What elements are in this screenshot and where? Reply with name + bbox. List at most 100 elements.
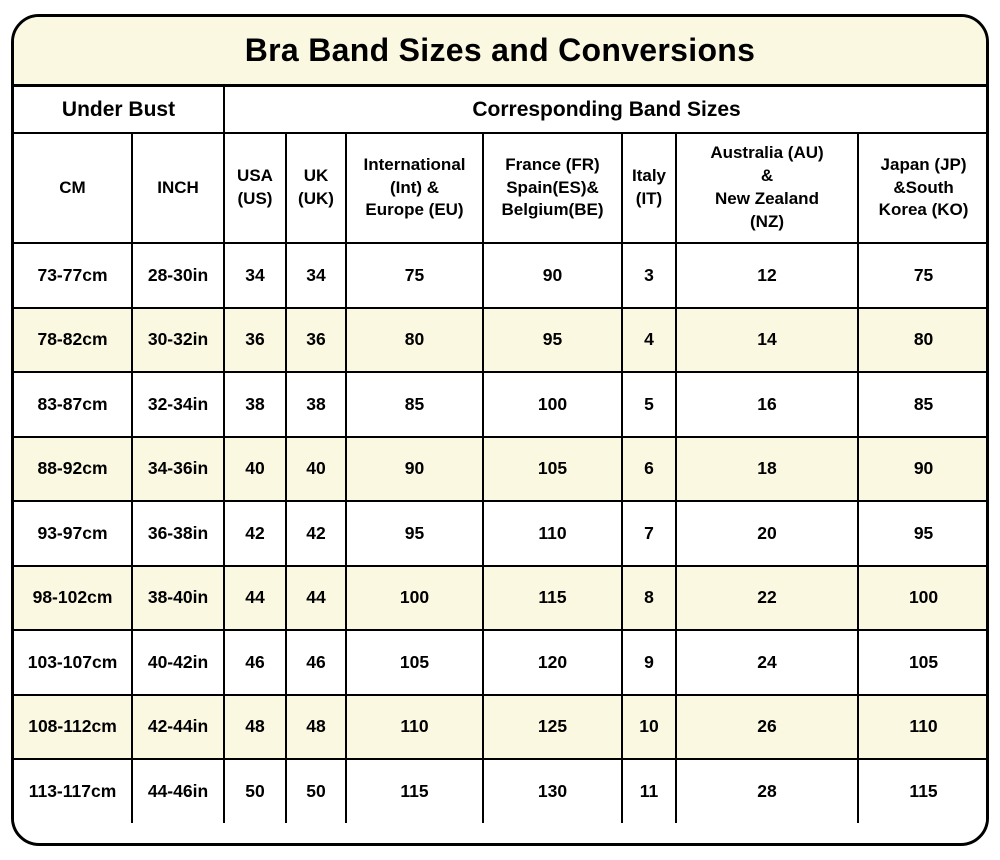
table-cell: 40 [223, 435, 287, 502]
table-cell: 26 [675, 693, 859, 760]
col-header-fr-es-be: France (FR) Spain(ES)& Belgium(BE) [482, 132, 623, 244]
page-title: Bra Band Sizes and Conversions [14, 17, 986, 87]
table-cell: 40-42in [131, 629, 225, 696]
table-cell: 46 [285, 629, 347, 696]
table-cell: 42 [223, 500, 287, 567]
group-header-under-bust: Under Bust [14, 86, 225, 134]
table-cell: 3 [621, 242, 677, 309]
table-cell: 38 [285, 371, 347, 438]
table-cell: 73-77cm [14, 242, 133, 309]
table-cell: 115 [856, 758, 986, 824]
table-cell: 16 [675, 371, 859, 438]
table-cell: 85 [856, 371, 986, 438]
table-cell: 100 [856, 564, 986, 631]
table-cell: 85 [345, 371, 484, 438]
size-table: Under Bust Corresponding Band Sizes CM I… [14, 86, 986, 824]
table-cell: 48 [285, 693, 347, 760]
table-cell: 34 [223, 242, 287, 309]
table-cell: 18 [675, 435, 859, 502]
conversion-table-card: Bra Band Sizes and Conversions Under Bus… [11, 14, 989, 846]
column-header-row: CM INCH USA (US) UK (UK) International (… [14, 132, 986, 244]
table-cell: 100 [482, 371, 623, 438]
table-cell: 95 [482, 306, 623, 373]
table-cell: 80 [856, 306, 986, 373]
table-cell: 50 [223, 758, 287, 824]
table-cell: 38-40in [131, 564, 225, 631]
table-row: 83-87cm 32-34in 38 38 85 100 5 16 85 [14, 371, 986, 438]
col-header-uk: UK (UK) [285, 132, 347, 244]
table-cell: 12 [675, 242, 859, 309]
table-cell: 100 [345, 564, 484, 631]
table-cell: 28 [675, 758, 859, 824]
col-header-jp-ko: Japan (JP) &South Korea (KO) [856, 132, 986, 244]
table-cell: 24 [675, 629, 859, 696]
table-cell: 95 [345, 500, 484, 567]
table-cell: 108-112cm [14, 693, 133, 760]
table-cell: 50 [285, 758, 347, 824]
table-cell: 36 [223, 306, 287, 373]
table-cell: 30-32in [131, 306, 225, 373]
group-header-row: Under Bust Corresponding Band Sizes [14, 86, 986, 134]
table-cell: 110 [345, 693, 484, 760]
table-cell: 93-97cm [14, 500, 133, 567]
table-row: 78-82cm 30-32in 36 36 80 95 4 14 80 [14, 306, 986, 373]
table-cell: 11 [621, 758, 677, 824]
table-cell: 90 [482, 242, 623, 309]
table-row: 88-92cm 34-36in 40 40 90 105 6 18 90 [14, 435, 986, 502]
table-cell: 20 [675, 500, 859, 567]
table-cell: 5 [621, 371, 677, 438]
table-cell: 90 [345, 435, 484, 502]
table-row: 103-107cm 40-42in 46 46 105 120 9 24 105 [14, 629, 986, 696]
table-row: 73-77cm 28-30in 34 34 75 90 3 12 75 [14, 242, 986, 309]
table-cell: 98-102cm [14, 564, 133, 631]
table-cell: 90 [856, 435, 986, 502]
table-cell: 48 [223, 693, 287, 760]
table-cell: 83-87cm [14, 371, 133, 438]
col-header-au-nz: Australia (AU) & New Zealand (NZ) [675, 132, 859, 244]
table-cell: 130 [482, 758, 623, 824]
table-cell: 44 [285, 564, 347, 631]
table-cell: 10 [621, 693, 677, 760]
col-header-eu: International (Int) & Europe (EU) [345, 132, 484, 244]
table-cell: 7 [621, 500, 677, 567]
group-header-band-sizes: Corresponding Band Sizes [222, 86, 986, 134]
table-cell: 88-92cm [14, 435, 133, 502]
table-cell: 34-36in [131, 435, 225, 502]
table-cell: 105 [345, 629, 484, 696]
table-row: 98-102cm 38-40in 44 44 100 115 8 22 100 [14, 564, 986, 631]
table-cell: 78-82cm [14, 306, 133, 373]
table-cell: 44 [223, 564, 287, 631]
table-cell: 32-34in [131, 371, 225, 438]
table-cell: 9 [621, 629, 677, 696]
table-cell: 75 [345, 242, 484, 309]
table-cell: 6 [621, 435, 677, 502]
table-cell: 36-38in [131, 500, 225, 567]
col-header-usa: USA (US) [223, 132, 287, 244]
table-cell: 38 [223, 371, 287, 438]
table-cell: 110 [482, 500, 623, 567]
table-cell: 46 [223, 629, 287, 696]
col-header-it: Italy (IT) [621, 132, 677, 244]
table-row: 108-112cm 42-44in 48 48 110 125 10 26 11… [14, 693, 986, 760]
table-row: 113-117cm 44-46in 50 50 115 130 11 28 11… [14, 758, 986, 824]
table-cell: 44-46in [131, 758, 225, 824]
table-cell: 115 [345, 758, 484, 824]
table-cell: 42 [285, 500, 347, 567]
table-cell: 105 [482, 435, 623, 502]
table-cell: 34 [285, 242, 347, 309]
table-cell: 125 [482, 693, 623, 760]
table-cell: 110 [856, 693, 986, 760]
table-cell: 95 [856, 500, 986, 567]
col-header-inch: INCH [131, 132, 225, 244]
table-row: 93-97cm 36-38in 42 42 95 110 7 20 95 [14, 500, 986, 567]
table-cell: 40 [285, 435, 347, 502]
table-cell: 120 [482, 629, 623, 696]
table-cell: 105 [856, 629, 986, 696]
table-cell: 113-117cm [14, 758, 133, 824]
table-cell: 28-30in [131, 242, 225, 309]
table-cell: 103-107cm [14, 629, 133, 696]
table-cell: 115 [482, 564, 623, 631]
col-header-cm: CM [14, 132, 133, 244]
table-cell: 42-44in [131, 693, 225, 760]
table-cell: 4 [621, 306, 677, 373]
